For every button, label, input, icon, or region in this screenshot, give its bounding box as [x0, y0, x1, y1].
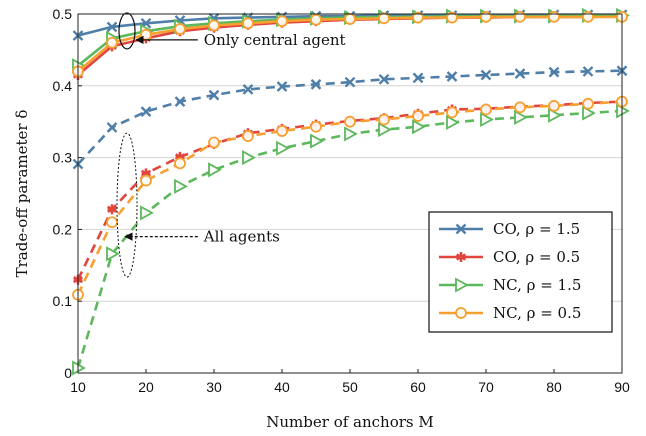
- data-point: [141, 176, 151, 186]
- data-point: [175, 158, 185, 168]
- series-line-central: [78, 17, 622, 72]
- data-point: [345, 14, 355, 24]
- data-point: [108, 123, 117, 132]
- data-point: [311, 122, 321, 132]
- legend: CO, ρ = 1.5 CO, ρ = 0.5 NC, ρ = 1.5 NC, ρ =…: [429, 212, 612, 332]
- data-point: [243, 131, 253, 141]
- y-tick-label: 0.1: [53, 293, 73, 309]
- data-point: [379, 115, 389, 125]
- data-point: [379, 13, 389, 23]
- x-tick-label: 10: [70, 379, 86, 395]
- data-point: [583, 12, 593, 22]
- data-point: [175, 24, 185, 34]
- legend-label: NC, ρ = 0.5: [493, 304, 581, 322]
- data-point: [515, 102, 525, 112]
- y-tick-label: 0.4: [53, 78, 73, 94]
- x-tick-label: 70: [478, 379, 494, 395]
- annotation-all: All agents: [203, 228, 280, 246]
- data-point: [311, 135, 322, 147]
- data-point: [413, 111, 423, 121]
- series-line-central: [78, 16, 622, 75]
- data-point: [549, 101, 559, 111]
- data-point: [209, 164, 220, 176]
- data-point: [481, 12, 491, 22]
- data-point: [107, 217, 117, 227]
- legend-label: CO, ρ = 1.5: [493, 220, 580, 238]
- data-point: [345, 117, 355, 127]
- data-point: [243, 152, 254, 164]
- data-point: [243, 18, 253, 28]
- data-point: [141, 30, 151, 40]
- x-tick-label: 30: [206, 379, 222, 395]
- data-point: [345, 128, 356, 140]
- data-point: [175, 180, 186, 192]
- data-point: [549, 12, 559, 22]
- data-point: [141, 207, 152, 219]
- x-tick-label: 50: [342, 379, 358, 395]
- data-point: [209, 138, 219, 148]
- y-tick-label: 0: [64, 365, 72, 381]
- data-point: [277, 16, 287, 26]
- data-point: [277, 142, 288, 154]
- y-tick-label: 0.2: [53, 221, 73, 237]
- data-point: [277, 126, 287, 136]
- data-point: [583, 99, 593, 109]
- legend-label: CO, ρ = 0.5: [493, 248, 580, 266]
- x-axis-title: Number of anchors M: [266, 413, 433, 431]
- data-point: [311, 15, 321, 25]
- data-point: [107, 38, 117, 48]
- annotation-central: Only central agent: [204, 31, 346, 49]
- y-tick-label: 0.5: [53, 6, 73, 22]
- data-point: [481, 104, 491, 114]
- y-axis-title: Trade-off parameter δ: [13, 110, 31, 278]
- data-point: [413, 121, 424, 133]
- data-point: [515, 12, 525, 22]
- data-point: [209, 20, 219, 30]
- data-point: [456, 308, 466, 318]
- y-tick-label: 0.3: [53, 150, 73, 166]
- x-tick-label: 90: [614, 379, 630, 395]
- x-tick-label: 40: [274, 379, 290, 395]
- ellipse-all: [117, 133, 137, 277]
- data-point: [447, 107, 457, 117]
- x-tick-label: 80: [546, 379, 562, 395]
- legend-label: NC, ρ = 1.5: [493, 276, 581, 294]
- x-tick-label: 20: [138, 379, 154, 395]
- x-tick-label: 60: [410, 379, 426, 395]
